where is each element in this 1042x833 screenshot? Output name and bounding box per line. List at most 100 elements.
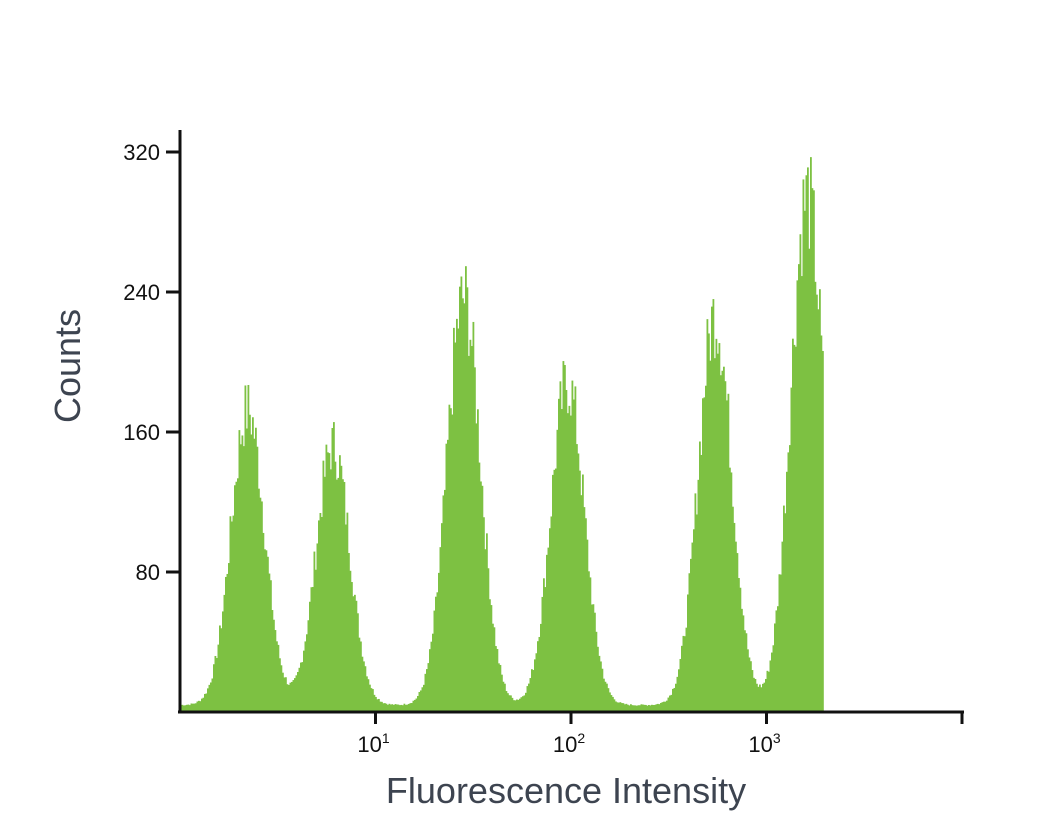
- histogram-bar: [396, 704, 398, 712]
- histogram-bar: [576, 444, 578, 712]
- histogram-bar: [330, 469, 332, 712]
- histogram-bar: [672, 688, 674, 712]
- histogram-bar: [183, 705, 185, 712]
- histogram-bar: [339, 455, 341, 712]
- histogram-bar: [564, 365, 566, 712]
- histogram-bar: [688, 573, 691, 712]
- histogram-bar: [331, 428, 334, 712]
- histogram-bar: [594, 612, 596, 712]
- histogram-bar: [327, 452, 329, 712]
- histogram-bar: [720, 375, 722, 712]
- histogram-bar: [544, 587, 547, 712]
- histogram-bar: [781, 541, 784, 712]
- histogram-bar: [783, 505, 785, 712]
- histogram-bar: [258, 488, 260, 712]
- histogram-bar: [708, 333, 710, 712]
- histogram-bar: [348, 553, 350, 712]
- histogram-bar: [768, 671, 770, 712]
- histogram-bar: [498, 663, 500, 712]
- histogram-bar: [759, 684, 761, 712]
- histogram-bar: [819, 289, 821, 712]
- histogram-bar: [222, 611, 224, 712]
- histogram-bar: [468, 355, 470, 712]
- histogram-bar: [463, 303, 466, 712]
- histogram-bar: [652, 704, 655, 712]
- histogram-bar: [780, 574, 782, 712]
- histogram-bar: [261, 501, 263, 712]
- histogram-bar: [541, 596, 544, 712]
- histogram-bar: [727, 393, 730, 712]
- histogram-bar: [735, 541, 737, 712]
- histogram-bar: [420, 690, 422, 712]
- histogram-bar: [469, 339, 472, 712]
- histogram-bar: [790, 387, 793, 712]
- histogram-bar: [585, 518, 587, 712]
- histogram-bar: [670, 694, 673, 712]
- histogram-bar: [226, 573, 229, 712]
- histogram-bar: [648, 704, 650, 712]
- histogram-bar: [358, 637, 361, 712]
- histogram-bar: [271, 610, 274, 712]
- histogram-bar: [192, 703, 194, 712]
- histogram-bar: [753, 677, 755, 712]
- histogram-bar: [649, 705, 652, 712]
- histogram-bar: [196, 701, 199, 712]
- histogram-bar: [742, 615, 745, 712]
- histogram-bar: [417, 695, 419, 712]
- histogram-bar: [531, 669, 533, 712]
- histogram-bar: [702, 398, 704, 712]
- histogram-bar: [784, 513, 787, 712]
- histogram-bar: [738, 578, 740, 712]
- histogram-bar: [364, 666, 367, 712]
- histogram-bar: [609, 692, 611, 712]
- histogram-bar: [406, 704, 409, 712]
- histogram-bar: [573, 399, 575, 712]
- histogram-bar: [804, 210, 806, 713]
- histogram-bar: [547, 547, 550, 712]
- histogram-bar: [459, 286, 461, 712]
- histogram-bar: [369, 684, 371, 712]
- histogram-bar: [610, 695, 613, 712]
- histogram-bar: [595, 631, 598, 712]
- histogram-bar: [312, 586, 314, 712]
- histogram-bar: [676, 676, 679, 712]
- histogram-bar: [816, 294, 818, 712]
- histogram-bar: [814, 281, 817, 712]
- histogram-bar: [297, 672, 299, 712]
- histogram-bar: [409, 703, 412, 712]
- histogram-bar: [303, 650, 305, 712]
- histogram-bar: [583, 507, 586, 712]
- histogram-bar: [775, 610, 778, 712]
- histogram-bar: [778, 574, 781, 712]
- histogram-bar: [193, 703, 196, 712]
- histogram-bar: [351, 582, 353, 712]
- histogram-bar: [234, 485, 236, 712]
- histogram-bar: [445, 443, 448, 712]
- histogram-bar: [477, 409, 479, 712]
- histogram-bar: [388, 703, 391, 712]
- histogram-bar: [793, 344, 796, 712]
- histogram-bar: [342, 479, 344, 712]
- histogram-bar: [207, 688, 209, 712]
- histogram-bar: [679, 658, 682, 712]
- histogram-bar: [444, 489, 446, 712]
- histogram-bar: [421, 687, 424, 712]
- histogram-bar: [441, 523, 443, 712]
- histogram-bar: [615, 701, 617, 712]
- histogram-bar: [769, 660, 772, 712]
- histogram-bar: [658, 704, 661, 712]
- histogram-bar: [637, 705, 640, 712]
- histogram-bar: [451, 414, 454, 712]
- histogram-bar: [501, 674, 503, 712]
- histogram-bar: [514, 700, 517, 712]
- histogram-bar: [729, 467, 731, 712]
- histogram-bar: [313, 551, 316, 712]
- histogram-bar: [429, 649, 431, 712]
- histogram-bar: [813, 190, 815, 712]
- histogram-bar: [390, 704, 392, 712]
- histogram-bar: [232, 515, 235, 712]
- histogram-bar: [298, 667, 301, 712]
- histogram-bar: [427, 663, 430, 712]
- histogram-bar: [684, 636, 686, 712]
- histogram-bar: [496, 648, 499, 712]
